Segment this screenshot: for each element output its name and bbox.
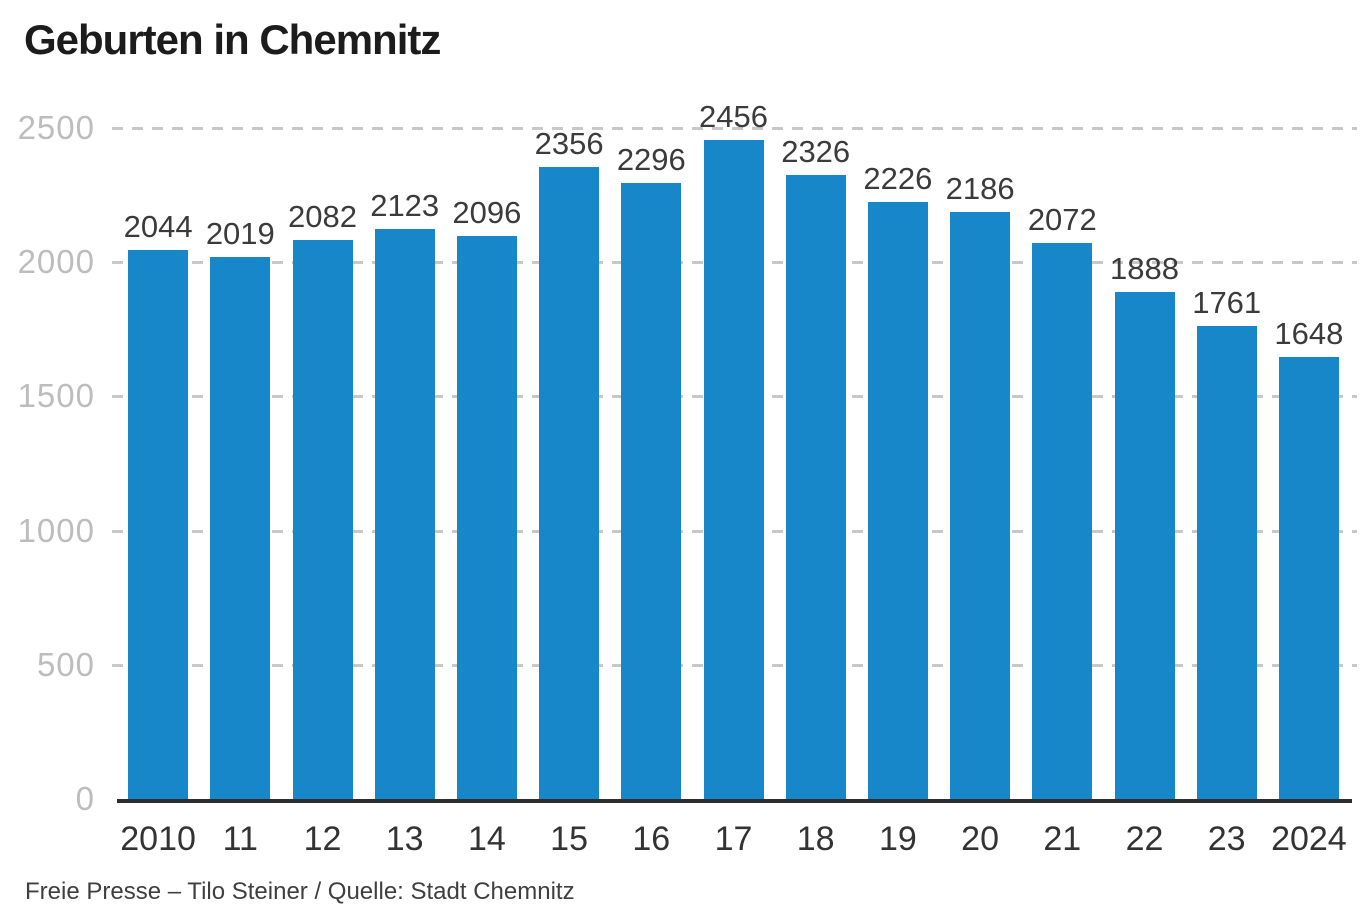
bar-2010	[128, 250, 189, 799]
chart-title: Geburten in Chemnitz	[24, 16, 441, 63]
bar-value-label: 1648	[1274, 315, 1344, 351]
x-axis-tick-label: 19	[878, 820, 917, 858]
bar-value-label: 2186	[945, 171, 1015, 207]
bar-23	[1196, 326, 1257, 799]
x-axis-tick-label: 2024	[1271, 820, 1347, 858]
bar-value-label: 2123	[370, 188, 440, 224]
x-axis-tick-label: 20	[961, 820, 999, 858]
bar-11	[210, 257, 271, 799]
x-axis-tick-label: 2010	[120, 820, 196, 858]
bar-value-label: 2296	[616, 141, 686, 177]
x-axis-tick-label: 14	[467, 820, 506, 858]
source-credit: Freie Presse – Tilo Steiner / Quelle: St…	[25, 878, 575, 905]
bar-13	[374, 229, 435, 799]
bar-20	[950, 212, 1011, 799]
gridline	[112, 127, 1357, 130]
y-axis-tick-label: 0	[75, 780, 95, 817]
bar-15	[539, 166, 600, 799]
bar-18	[785, 174, 846, 799]
x-axis-tick-label: 11	[222, 820, 258, 858]
x-axis-tick-label: 15	[550, 820, 588, 858]
bar-17	[703, 139, 764, 799]
bar-value-label: 2356	[534, 125, 604, 161]
bar-value-label: 1761	[1192, 285, 1262, 321]
bar-value-label: 2456	[699, 98, 768, 134]
x-axis-tick-label: 21	[1043, 820, 1082, 858]
bar-value-label: 2072	[1027, 201, 1097, 237]
bar-22	[1114, 292, 1175, 799]
bar-12	[292, 240, 353, 799]
bar-21	[1032, 242, 1093, 799]
bar-value-label: 2082	[288, 199, 357, 235]
bar-value-label: 2044	[123, 209, 193, 245]
bar-value-label: 1888	[1110, 251, 1179, 287]
bar-value-label: 2019	[205, 216, 275, 252]
x-axis-tick-label: 17	[714, 820, 753, 858]
y-axis-tick-label: 500	[36, 645, 95, 683]
x-axis-tick-label: 12	[303, 820, 342, 858]
x-axis-tick-label: 22	[1125, 820, 1164, 858]
x-axis-tick-label: 16	[632, 820, 671, 858]
y-axis-tick-label: 2000	[17, 243, 95, 281]
y-axis-tick-label: 1000	[17, 511, 95, 549]
x-axis-tick-label: 18	[796, 820, 835, 858]
x-axis-tick-label: 13	[385, 820, 424, 858]
bar-value-label: 2326	[781, 133, 851, 169]
y-axis-tick-label: 2500	[17, 109, 95, 146]
x-axis-baseline	[117, 799, 1352, 803]
bar-2024	[1278, 356, 1339, 799]
bar-19	[867, 201, 928, 799]
bar-14	[456, 236, 517, 799]
y-axis-tick-label: 1500	[17, 377, 95, 415]
bar-16	[621, 182, 682, 799]
bar-value-label: 2096	[452, 195, 522, 231]
x-axis-tick-label: 23	[1207, 820, 1246, 858]
bar-value-label: 2226	[863, 160, 933, 196]
